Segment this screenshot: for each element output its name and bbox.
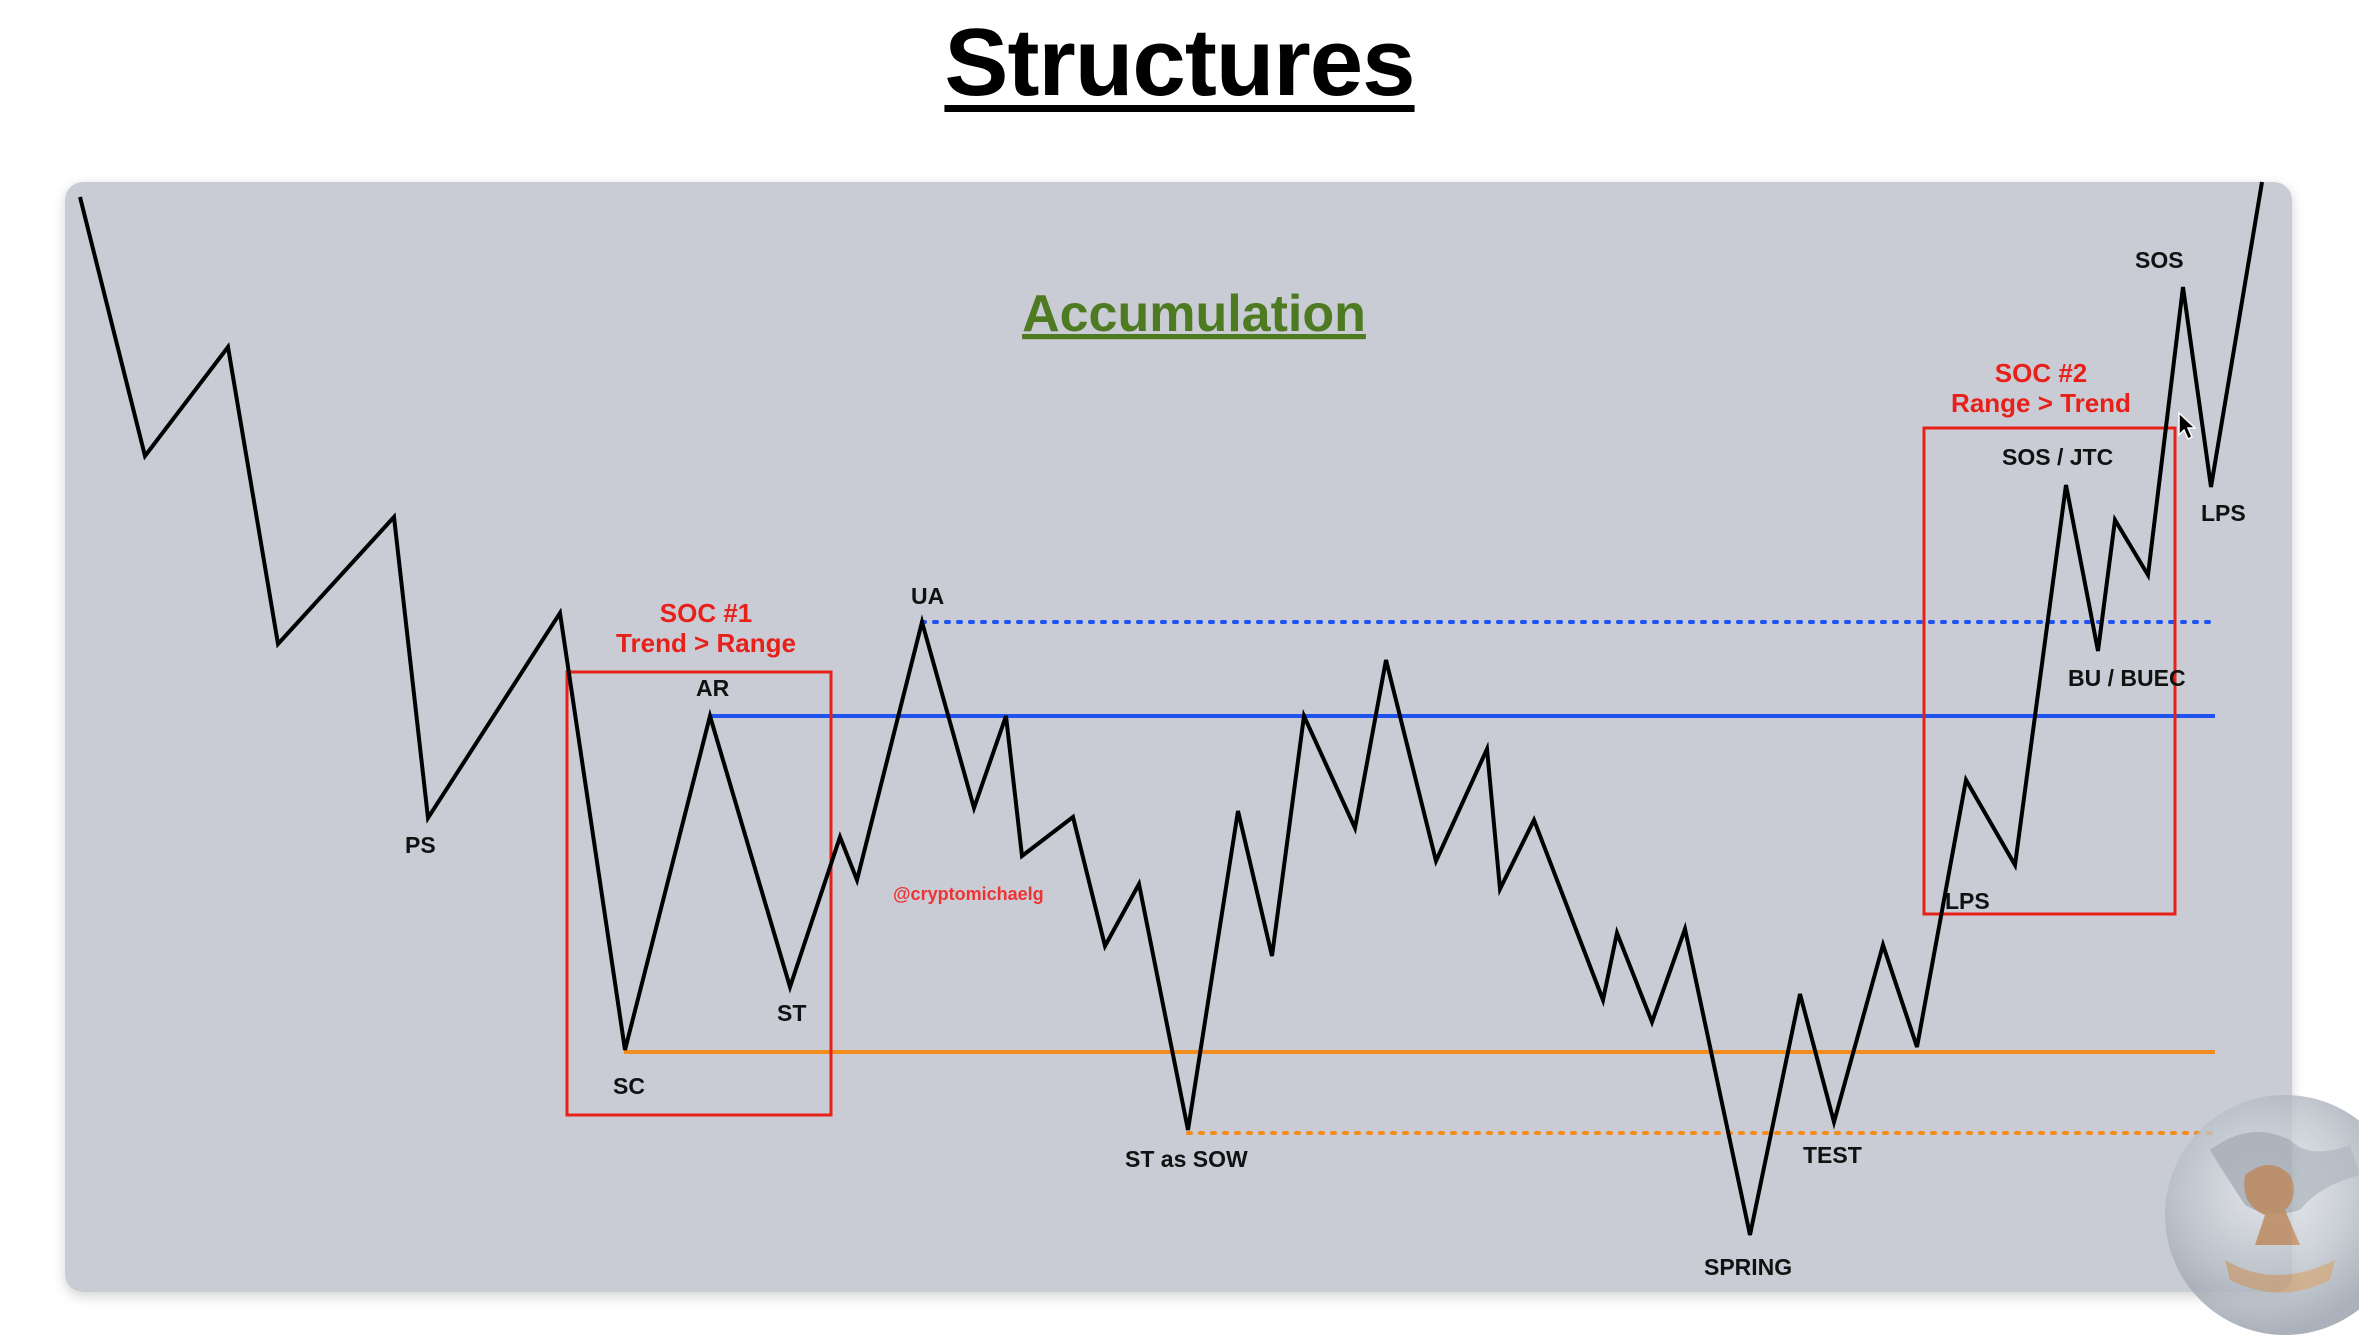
label-ua: UA [911,583,944,609]
soc1-box [565,670,833,1117]
soc2-subtitle: Range > Trend [1951,388,2131,418]
soc1-title: SOC #1 [660,598,753,628]
page-title: Structures [944,9,1415,116]
label-st-as-sow: ST as SOW [1125,1146,1248,1172]
label-spring: SPRING [1704,1254,1792,1280]
price-path [78,181,2264,1236]
soc2-title: SOC #2 [1995,358,2088,388]
cursor-icon [2178,411,2197,441]
soc2-box [1922,426,2177,916]
label-ar: AR [696,675,730,701]
label-lps-inner: LPS [1945,888,1990,914]
soc1-subtitle: Trend > Range [616,628,796,658]
watermark: @cryptomichaelg [893,884,1044,904]
chart-panel [65,182,2292,1292]
label-sc: SC [613,1073,645,1099]
label-bu-buec: BU / BUEC [2068,665,2186,691]
label-st: ST [777,1000,806,1026]
label-sos: SOS [2135,247,2184,273]
label-sos-jtc: SOS / JTC [2002,444,2113,470]
globe-logo-icon [2165,1095,2359,1335]
accumulation-title: Accumulation [1022,285,1366,343]
label-lps-outer: LPS [2201,500,2246,526]
label-ps: PS [405,832,436,858]
label-test: TEST [1803,1142,1862,1168]
